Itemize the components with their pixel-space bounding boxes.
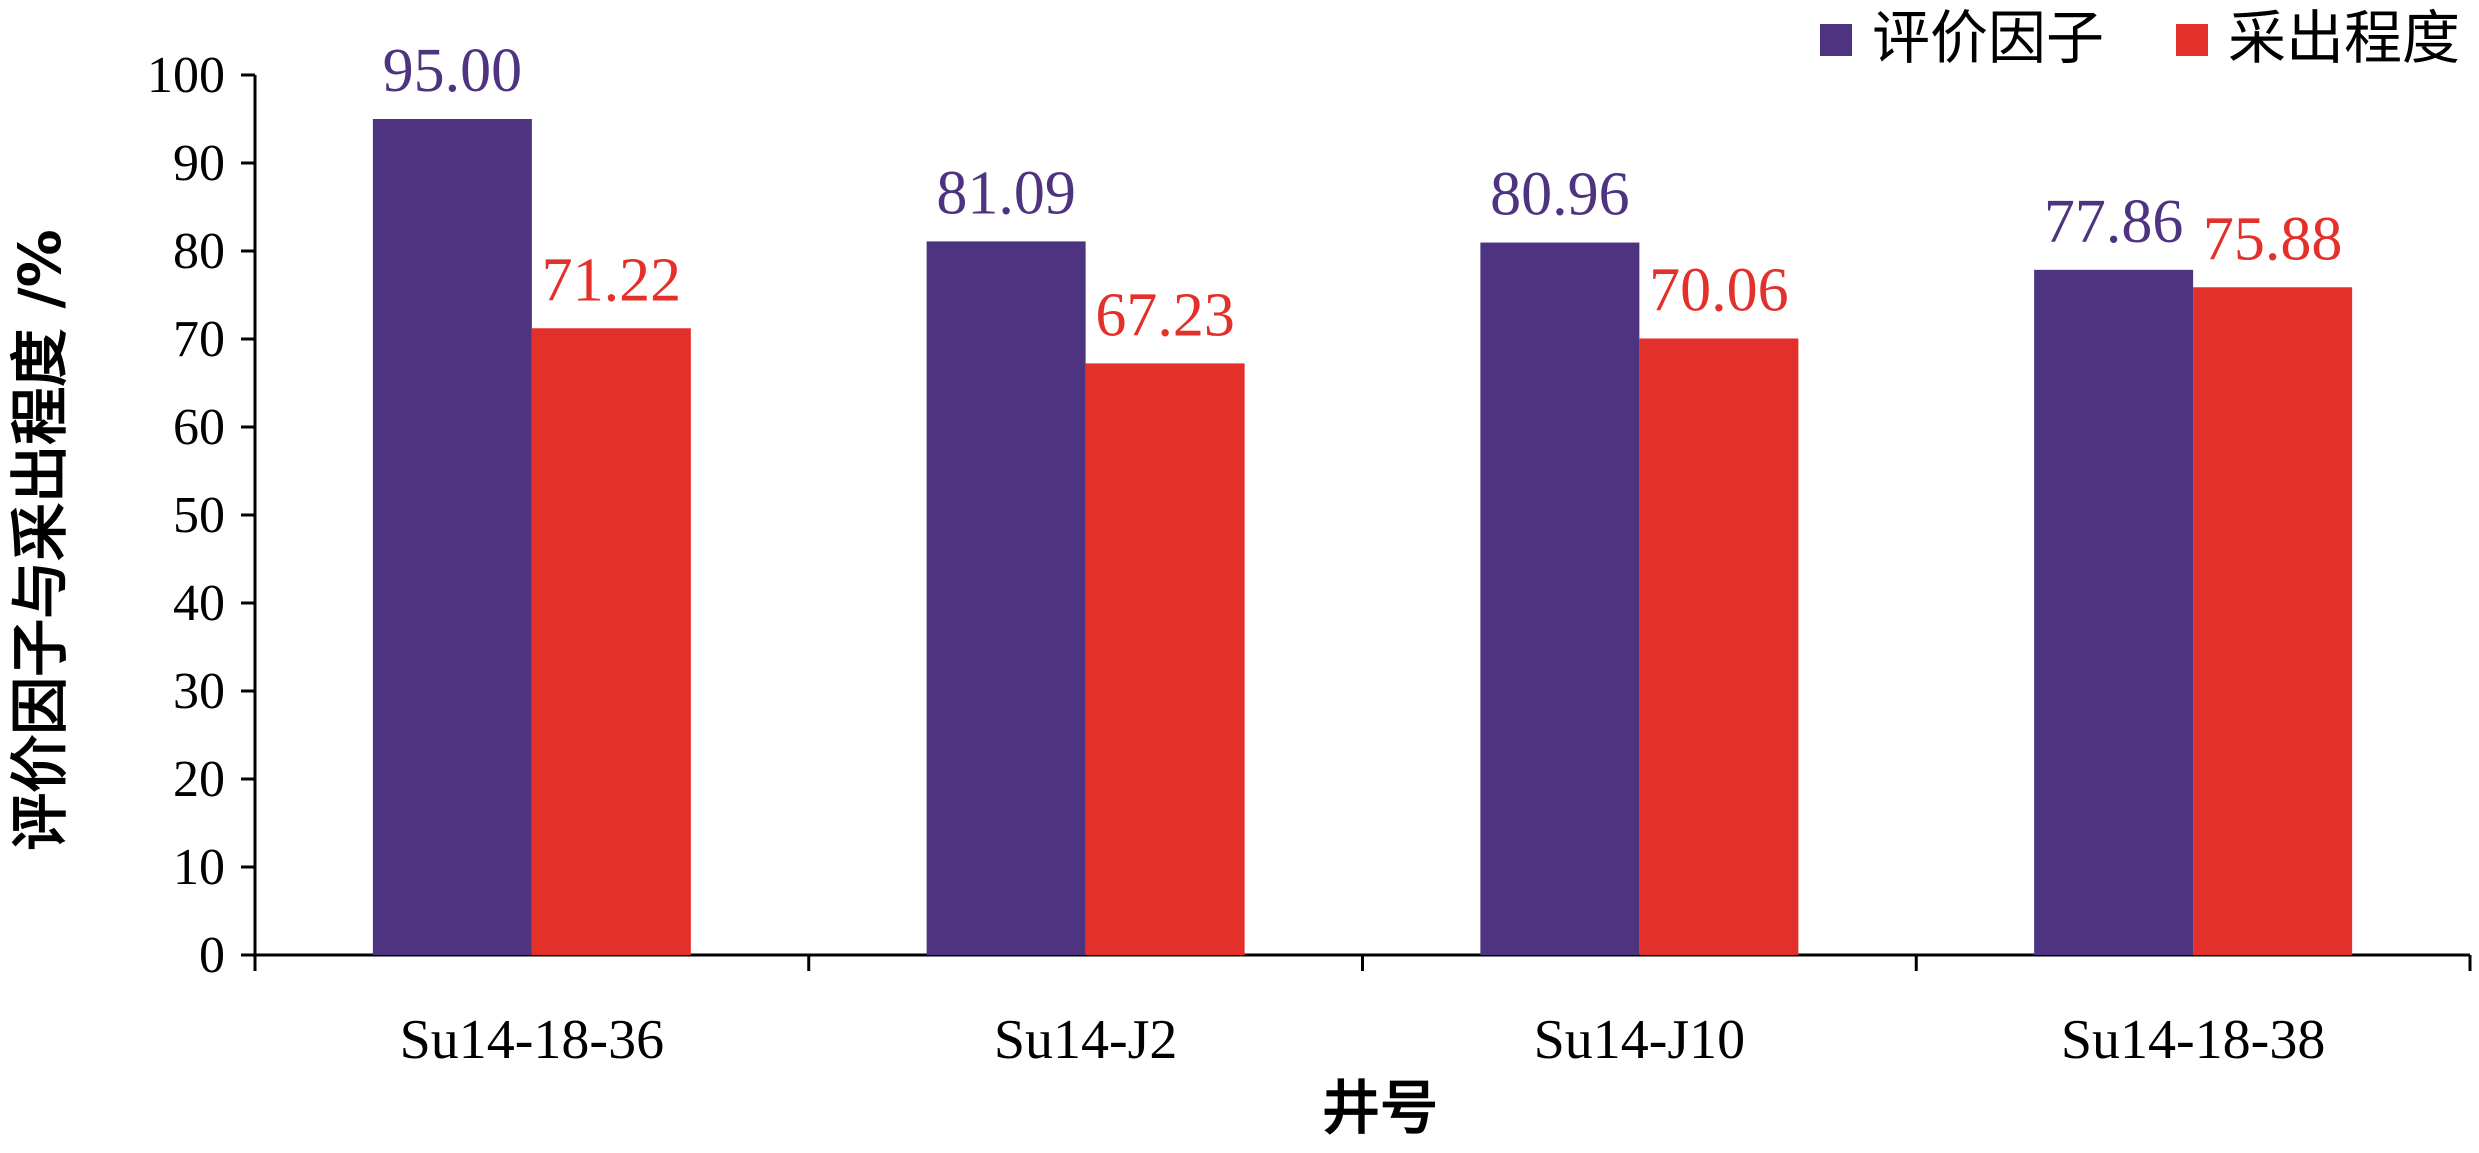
y-tick-label: 40 bbox=[173, 575, 225, 632]
y-tick-label: 100 bbox=[147, 47, 225, 104]
x-category-label: Su14-J2 bbox=[994, 1009, 1178, 1071]
y-axis-title: 评价因子与采出程度 /% bbox=[6, 229, 74, 851]
data-labels: 95.00 71.22 81.09 67.23 80.96 70.06 77.86 75.88 bbox=[383, 37, 2343, 349]
x-category-label: Su14-18-36 bbox=[400, 1009, 664, 1071]
legend-swatch bbox=[1820, 24, 1852, 56]
y-tick-label: 90 bbox=[173, 135, 225, 192]
data-label: 95.00 bbox=[383, 37, 523, 105]
data-label: 75.88 bbox=[2203, 205, 2343, 273]
y-tick-label: 30 bbox=[173, 663, 225, 720]
y-tick-label: 20 bbox=[173, 751, 225, 808]
bar-evaluation-factor bbox=[1480, 242, 1640, 955]
data-label: 67.23 bbox=[1095, 281, 1235, 349]
legend: 评价因子 采出程度 bbox=[1820, 4, 2460, 72]
legend-label: 评价因子 bbox=[1872, 4, 2104, 72]
x-category-label: Su14-18-38 bbox=[2061, 1009, 2325, 1071]
data-label: 77.86 bbox=[2044, 188, 2184, 256]
y-tick-label: 70 bbox=[173, 311, 225, 368]
y-tick-label: 0 bbox=[199, 927, 225, 984]
data-label: 70.06 bbox=[1649, 256, 1789, 324]
y-tick-label: 80 bbox=[173, 223, 225, 280]
x-axis: Su14-18-36 Su14-J2 Su14-J10 Su14-18-38 bbox=[253, 953, 2472, 1071]
bar-evaluation-factor bbox=[372, 119, 532, 955]
bar-recovery-degree bbox=[2193, 287, 2353, 956]
bar-recovery-degree bbox=[1085, 363, 1245, 956]
bars bbox=[372, 119, 2353, 956]
y-tick-label: 60 bbox=[173, 399, 225, 456]
bar-recovery-degree bbox=[1639, 338, 1799, 955]
bar-evaluation-factor bbox=[2034, 269, 2194, 955]
y-tick-label: 50 bbox=[173, 487, 225, 544]
y-axis: 0 10 20 30 40 50 60 70 80 90 100 bbox=[147, 47, 257, 984]
legend-swatch bbox=[2176, 24, 2208, 56]
legend-label: 采出程度 bbox=[2228, 4, 2460, 72]
y-tick-label: 10 bbox=[173, 839, 225, 896]
data-label: 71.22 bbox=[542, 246, 682, 314]
data-label: 80.96 bbox=[1490, 161, 1630, 229]
x-category-label: Su14-J10 bbox=[1534, 1009, 1746, 1071]
bar-recovery-degree bbox=[531, 328, 691, 955]
data-label: 81.09 bbox=[936, 159, 1076, 227]
x-axis-title: 井号 bbox=[1322, 1074, 1438, 1142]
bar-evaluation-factor bbox=[926, 241, 1086, 955]
